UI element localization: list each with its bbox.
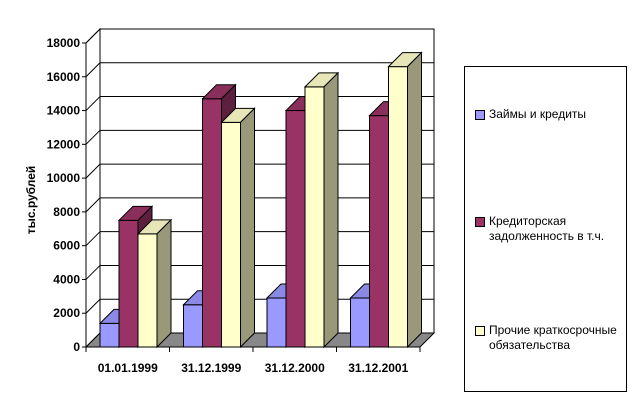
y-tick-label: 14000	[47, 104, 81, 118]
legend-swatch-other	[475, 326, 485, 336]
bar-front	[304, 86, 325, 348]
bar	[220, 107, 256, 349]
bar-front	[285, 110, 306, 348]
bar-side	[407, 51, 422, 349]
bar-front	[221, 121, 241, 348]
bar-side	[156, 218, 172, 349]
legend-label-other: Прочие краткосрочные обязательства	[489, 323, 617, 352]
bar-side	[240, 107, 255, 349]
gridline-side	[85, 163, 101, 179]
y-tick-label: 2000	[53, 306, 80, 320]
y-tick-label: 10000	[47, 171, 81, 185]
legend-label-loans: Займы и кредиты	[489, 107, 587, 121]
bar-front	[388, 66, 408, 348]
x-tick-label: 01.01.1999	[98, 361, 158, 375]
bar	[387, 51, 423, 349]
bar	[136, 218, 173, 349]
side-wall	[85, 27, 101, 349]
bar-front	[183, 304, 203, 348]
y-tick-label: 6000	[53, 239, 80, 253]
legend-swatch-loans	[475, 110, 485, 120]
legend-swatch-payables	[475, 217, 485, 227]
y-tick-label: 16000	[47, 70, 81, 84]
bar-front	[369, 115, 389, 348]
legend-label-payables: Кредиторская задолженность в т.ч.	[489, 214, 605, 243]
bar-front	[266, 297, 287, 348]
y-tick-label: 12000	[47, 137, 81, 151]
bar-front	[202, 98, 222, 348]
x-tick-label: 31.12.2001	[348, 361, 408, 375]
y-tick-label: 18000	[47, 36, 81, 50]
bars	[98, 51, 423, 349]
gridline-side	[85, 265, 101, 280]
gridline-side	[85, 62, 101, 78]
gridline-side	[85, 298, 101, 314]
gridline-side	[85, 96, 101, 111]
bar-front	[137, 233, 158, 348]
gridline-side	[85, 28, 101, 44]
bar-front	[118, 219, 139, 348]
x-tick-label: 31.12.2000	[265, 361, 325, 375]
gridline-side	[85, 129, 101, 145]
gridline-side	[85, 197, 101, 213]
legend: Займы и кредиты Кредиторская задолженнос…	[464, 66, 627, 392]
bar-front	[350, 297, 370, 348]
y-axis-label: тыс.рублей	[24, 166, 38, 235]
bar-side	[323, 71, 339, 349]
x-tick-label: 31.12.1999	[181, 361, 241, 375]
gridline-side	[85, 231, 101, 247]
y-tick-label: 8000	[53, 205, 80, 219]
x-axis-ticks: 01.01.1999 31.12.1999 31.12.2000 31.12.2001	[85, 346, 421, 375]
bar-front	[99, 322, 120, 348]
y-tick-label: 0	[73, 340, 80, 354]
y-tick-label: 4000	[53, 272, 80, 286]
bar	[303, 71, 340, 349]
y-axis-ticks: 0 2000 4000 6000 8000 10000 12000 14000 16000 180…	[47, 36, 87, 354]
